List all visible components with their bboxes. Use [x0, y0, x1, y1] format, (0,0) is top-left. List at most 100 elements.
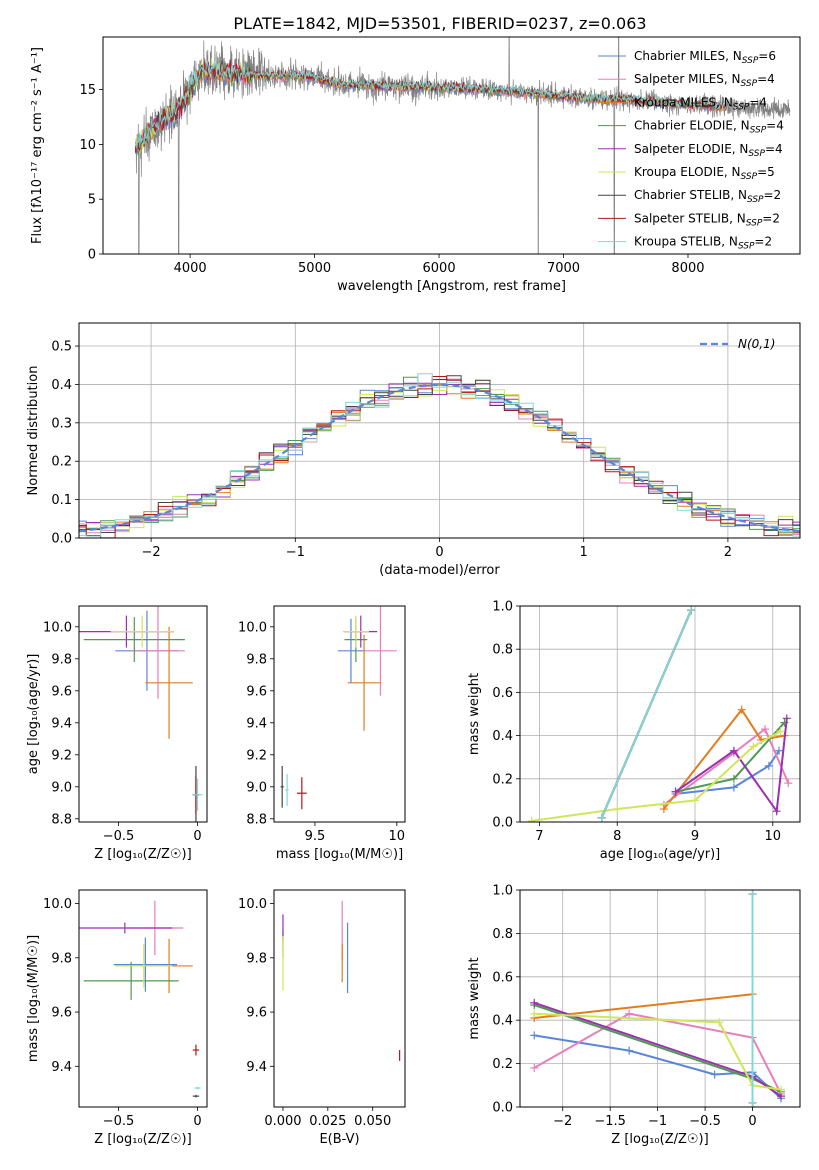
legend-nssp-subscript: SSP	[733, 102, 750, 112]
legend-entry: N(0,1)	[738, 337, 775, 351]
errorbars	[79, 606, 203, 822]
weight-point-marker	[782, 714, 791, 723]
x-axis-label: Z [log₁₀(Z/Z☉)]	[94, 1132, 191, 1147]
legend-model-name: Chabrier MILES	[634, 49, 725, 63]
weight-point-marker	[764, 761, 773, 770]
y-tick-label: 0.8	[492, 643, 513, 658]
x-tick-label: −1	[648, 1114, 667, 1129]
legend-model-name: Chabrier STELIB	[634, 188, 730, 202]
y-axis-label: age [log₁₀(age/yr)]	[26, 654, 41, 775]
legend-nssp-subscript: SSP	[747, 195, 764, 205]
weight-point-marker	[748, 890, 757, 899]
weight-point-marker	[659, 805, 668, 814]
y-tick-label: 9.4	[246, 716, 267, 731]
y-tick-label: 8.8	[246, 812, 267, 827]
legend-nssp-symbol: , N	[724, 72, 741, 86]
legend-nssp-value: =4	[765, 142, 783, 156]
y-axis-label: mass weight	[467, 673, 482, 755]
x-tick-label: 0	[435, 545, 443, 560]
y-tick-label: 15	[79, 83, 96, 98]
y-tick-label: 0.2	[51, 455, 72, 470]
y-tick-label: 9.6	[246, 1006, 267, 1021]
legend-nssp-value: =6	[758, 49, 776, 63]
y-axis-label: Normed distribution	[26, 366, 41, 496]
x-tick-label: 0.000	[264, 1114, 301, 1129]
errorbars	[282, 900, 401, 1061]
y-tick-label: 9.8	[51, 951, 72, 966]
weight-point-marker	[710, 1070, 719, 1079]
y-tick-label: 5	[88, 193, 96, 208]
axes-frame	[78, 605, 208, 823]
y-tick-label: 9.8	[246, 652, 267, 667]
legend-entry: Kroupa ELODIE, NSSP=5	[634, 165, 775, 182]
weight-point-marker	[748, 1098, 757, 1107]
y-tick-label: 9.4	[51, 1060, 72, 1075]
legend-entry: Chabrier STELIB, NSSP=2	[634, 188, 781, 205]
residual-histogram	[79, 375, 800, 533]
normal-reference-curve	[79, 383, 800, 533]
y-axis-label: mass [log₁₀(M/M☉)]	[26, 935, 41, 1062]
y-tick-label: 0.8	[492, 927, 513, 942]
weight-point-marker	[530, 1063, 539, 1072]
weight-point-marker	[625, 1046, 634, 1055]
y-axis-label: mass weight	[467, 957, 482, 1039]
weight-vs-age-panel: 7 8 9 10 0.0 0.2 0.4 0.6 0.8 1.0 age [log₁₀(age/yr…	[467, 600, 801, 862]
x-tick-label: 8	[613, 829, 621, 844]
legend-model-name: Kroupa STELIB	[634, 235, 721, 249]
x-tick-label: 0	[193, 1114, 201, 1129]
legend-nssp-symbol: , N	[725, 49, 742, 63]
x-tick-label: 1	[580, 545, 588, 560]
x-axis-label: age [log₁₀(age/yr)]	[600, 847, 721, 862]
legend-nssp-subscript: SSP	[748, 149, 765, 159]
legend-model-name: Salpeter ELODIE	[634, 142, 732, 156]
y-tick-label: 9.2	[51, 748, 72, 763]
weight-point-marker	[749, 742, 758, 751]
legend-model-name: Kroupa MILES	[634, 95, 716, 109]
y-tick-label: 0.5	[51, 340, 72, 355]
x-tick-label: 9	[691, 829, 699, 844]
weight-series-line	[600, 609, 693, 819]
weight-series-line	[663, 707, 785, 810]
x-tick-label: −0.5	[103, 829, 135, 844]
y-tick-label: 0.2	[492, 772, 513, 787]
weight-point-marker	[761, 725, 769, 734]
x-tick-label: 0.025	[309, 1114, 346, 1129]
legend-nssp-value: =4	[757, 72, 775, 86]
errorbars	[280, 606, 397, 810]
y-tick-label: 0.0	[492, 816, 513, 831]
legend-nssp-subscript: SSP	[738, 242, 755, 252]
figure-title: PLATE=1842, MJD=53501, FIBERID=0237, z=0…	[233, 14, 646, 33]
age-vs-mass-panel: 9.5 10 8.8 9.0 9.2 9.4 9.6 9.8 10.0 mass [log₁₀(M…	[238, 605, 406, 862]
axes-frame	[78, 322, 801, 539]
legend-nssp-subscript: SSP	[746, 218, 763, 228]
x-axis-label: wavelength [Angstrom, rest frame]	[337, 279, 566, 294]
legend-nssp-symbol: , N	[729, 211, 746, 225]
legend-model-name: Salpeter STELIB	[634, 211, 729, 225]
weight-point-marker	[530, 1031, 539, 1040]
legend-model-name: Kroupa ELODIE	[634, 165, 724, 179]
residual-histogram	[79, 382, 800, 531]
x-tick-label: 0	[748, 1114, 756, 1129]
y-tick-label: 1.0	[492, 600, 513, 615]
axes-frame	[78, 889, 208, 1108]
y-tick-label: 10.0	[43, 897, 72, 912]
x-tick-label: 2	[724, 545, 732, 560]
x-tick-label: −0.5	[103, 1114, 135, 1129]
legend-nssp-subscript: SSP	[750, 126, 767, 136]
y-tick-label: 10.0	[238, 897, 267, 912]
weight-point-marker	[775, 746, 783, 755]
weight-point-marker	[671, 787, 680, 796]
legend-nssp-value: =2	[764, 188, 782, 202]
y-tick-label: 9.8	[51, 652, 72, 667]
y-tick-label: 0.4	[51, 378, 72, 393]
mass-vs-Z-panel: −0.5 0 9.4 9.6 9.8 10.0 Z [log₁₀(Z/Z☉)] mass [l…	[26, 889, 208, 1147]
legend-entry: Chabrier ELODIE, NSSP=4	[634, 119, 784, 136]
y-tick-label: 0.0	[492, 1101, 513, 1116]
weight-point-marker	[772, 807, 781, 816]
weight-vs-Z-panel: −2 −1.5 −1 −0.5 0 0.0 0.2 0.4 0.6 0.8 1.0 Z [log₁₀(…	[467, 884, 801, 1147]
x-tick-label: 7	[535, 829, 543, 844]
legend-nssp-subscript: SSP	[741, 79, 758, 89]
y-tick-label: 8.8	[51, 812, 72, 827]
legend-nssp-subscript: SSP	[741, 172, 758, 182]
